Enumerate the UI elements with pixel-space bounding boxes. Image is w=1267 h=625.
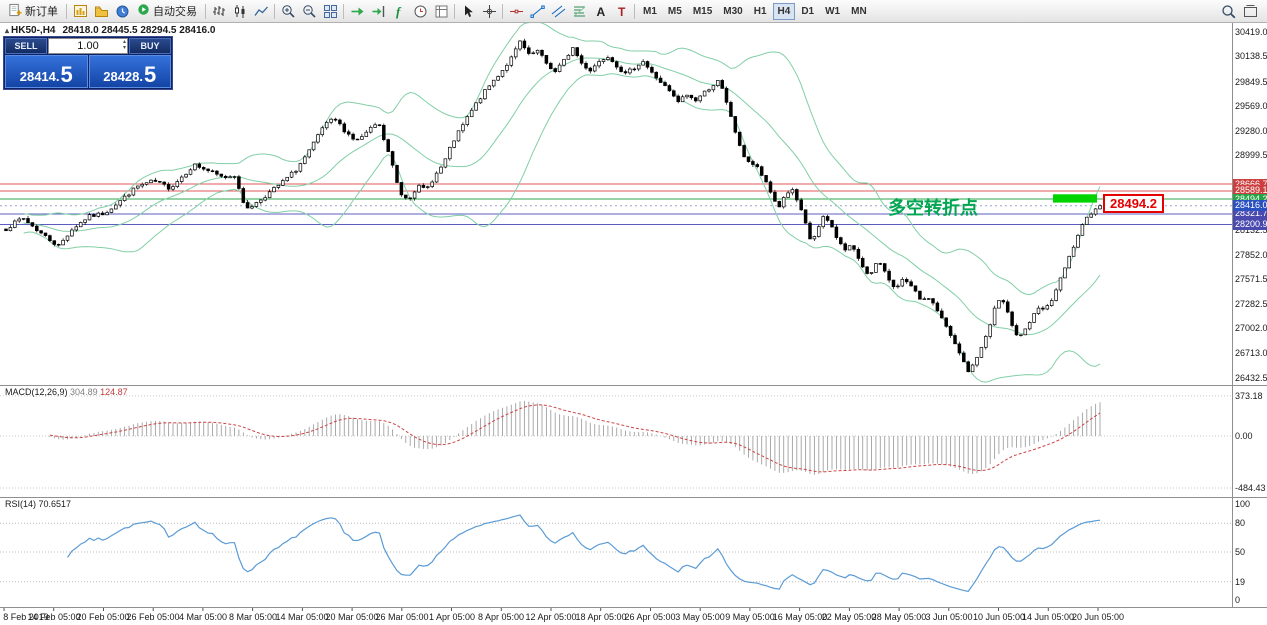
toolbar-separator xyxy=(343,3,344,19)
ohlc-values: 28418.0 28445.5 28294.5 28416.0 xyxy=(62,25,216,36)
buy-price-main: 28428. xyxy=(103,69,143,84)
zoom-in-icon[interactable] xyxy=(278,1,298,21)
rsi-value: 70.6517 xyxy=(38,499,72,509)
toolbar-group-chart-tools: f xyxy=(347,1,451,21)
rsi-name: RSI(14) xyxy=(5,499,37,509)
timeframe-m30-button[interactable]: M30 xyxy=(723,5,743,17)
auto-scroll-icon[interactable] xyxy=(347,1,367,21)
zoom-out-icon[interactable] xyxy=(299,1,319,21)
volume-spinner[interactable]: ▴ ▾ xyxy=(123,39,126,51)
symbol-period-label: HK50-,H4 xyxy=(11,25,56,36)
toolbar-group-timeframes: M1 M5 M15 M30 H1 H4 D1 W1 MN xyxy=(638,2,872,20)
volume-input[interactable]: 1.00 ▴ ▾ xyxy=(48,38,128,54)
symbol-marker-icon: ▴ xyxy=(5,26,10,35)
timeframe-w1-button[interactable]: W1 xyxy=(825,5,841,17)
profiles-icon[interactable] xyxy=(91,1,111,21)
fibonacci-icon[interactable] xyxy=(569,1,589,21)
timeframe-h1-button[interactable]: H1 xyxy=(753,5,767,17)
spinner-up-icon[interactable]: ▴ xyxy=(122,39,126,45)
chart-header: ▴ HK50-,H4 28418.0 28445.5 28294.5 28416.0 xyxy=(5,25,215,36)
trendline-icon[interactable] xyxy=(527,1,547,21)
timeframe-m15-button[interactable]: M15 xyxy=(692,5,713,17)
text-icon[interactable]: A xyxy=(590,1,610,21)
svg-text:A: A xyxy=(596,5,605,19)
indicators-icon[interactable]: f xyxy=(389,1,409,21)
volume-value: 1.00 xyxy=(77,40,99,52)
search-icon[interactable] xyxy=(1218,1,1238,21)
equidistant-channel-icon[interactable] xyxy=(548,1,568,21)
toolbar-separator xyxy=(454,3,455,19)
new-chart-icon[interactable] xyxy=(70,1,90,21)
market-watch-icon[interactable] xyxy=(112,1,132,21)
macd-name: MACD(12,26,9) xyxy=(5,387,68,397)
turning-point-annotation: 多空转折点 xyxy=(888,198,978,218)
sell-price-pips: 5 xyxy=(60,62,73,87)
new-order-label: 新订单 xyxy=(25,6,58,18)
toolbar-group-right xyxy=(1218,1,1260,21)
sell-button[interactable]: SELL xyxy=(5,38,47,54)
spinner-down-icon[interactable]: ▾ xyxy=(122,45,126,51)
sell-price-button[interactable]: 28414. 5 xyxy=(5,55,88,88)
svg-text:f: f xyxy=(396,4,402,19)
expand-icon[interactable] xyxy=(1240,1,1260,21)
toolbar-group-zoom xyxy=(278,1,340,21)
macd-main-value: 304.89 xyxy=(70,387,98,397)
autotrading-label: 自动交易 xyxy=(153,6,197,18)
macd-signal-value: 124.87 xyxy=(100,387,128,397)
chart-shift-icon[interactable] xyxy=(368,1,388,21)
price-tag-annotation: 28494.2 xyxy=(1103,194,1164,213)
bar-chart-icon[interactable] xyxy=(209,1,229,21)
timeframe-mn-button[interactable]: MN xyxy=(851,5,867,17)
toolbar-group-chart-types xyxy=(209,1,271,21)
autotrading-play-icon xyxy=(137,3,150,19)
timeframe-m1-button[interactable]: M1 xyxy=(643,5,657,17)
svg-text:T: T xyxy=(618,5,626,19)
text-label-icon[interactable]: T xyxy=(611,1,631,21)
tile-windows-icon[interactable] xyxy=(320,1,340,21)
cursor-icon[interactable] xyxy=(458,1,478,21)
sell-price-main: 28414. xyxy=(19,69,60,84)
templates-icon[interactable] xyxy=(431,1,451,21)
crosshair-icon[interactable] xyxy=(479,1,499,21)
toolbar-separator xyxy=(274,3,275,19)
autotrading-button[interactable]: 自动交易 xyxy=(132,2,202,20)
periods-icon[interactable] xyxy=(410,1,430,21)
timeframe-h4-button[interactable]: H4 xyxy=(772,2,796,20)
toolbar-separator xyxy=(634,3,635,19)
buy-price-button[interactable]: 28428. 5 xyxy=(88,55,171,88)
timeframe-m5-button[interactable]: M5 xyxy=(667,5,682,17)
toolbar-group-windows xyxy=(70,1,132,21)
toolbar-group-cursor xyxy=(458,1,499,21)
timeframe-d1-button[interactable]: D1 xyxy=(801,5,815,17)
time-scale[interactable] xyxy=(0,608,1232,625)
candlestick-chart-icon[interactable] xyxy=(230,1,250,21)
toolbar-separator xyxy=(66,3,67,19)
toolbar-separator xyxy=(502,3,503,19)
new-order-icon xyxy=(8,3,22,20)
price-scale[interactable] xyxy=(1232,22,1267,608)
macd-label: MACD(12,26,9) 304.89 124.87 xyxy=(5,387,128,397)
toolbar-separator xyxy=(205,3,206,19)
new-order-button[interactable]: 新订单 xyxy=(3,2,63,20)
line-chart-icon[interactable] xyxy=(251,1,271,21)
buy-price-pips: 5 xyxy=(144,62,157,87)
buy-button[interactable]: BUY xyxy=(129,38,171,54)
horizontal-line-icon[interactable] xyxy=(506,1,526,21)
one-click-trading-panel: SELL 1.00 ▴ ▾ BUY 28414. 5 28428. 5 xyxy=(3,36,173,90)
rsi-label: RSI(14) 70.6517 xyxy=(5,499,71,509)
